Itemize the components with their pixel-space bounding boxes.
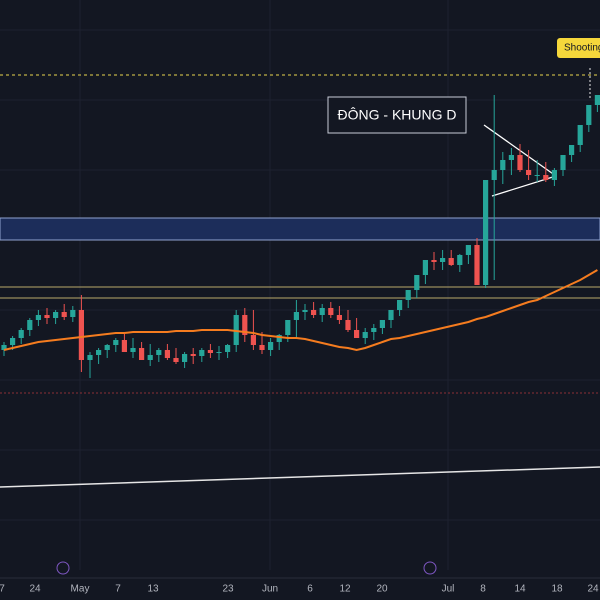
- candle-body: [517, 155, 523, 170]
- candle-body: [491, 170, 497, 180]
- candle-body: [577, 125, 583, 145]
- candle-body: [388, 310, 394, 320]
- moving-average: [3, 269, 598, 352]
- candle-body: [302, 310, 308, 312]
- candle-body: [311, 310, 317, 315]
- candle-body: [35, 315, 41, 320]
- x-tick-label: 6: [307, 584, 313, 595]
- candle-body: [259, 345, 265, 350]
- candle-body: [1, 345, 7, 350]
- x-tick-label: May: [71, 584, 90, 595]
- candle-body: [207, 350, 213, 353]
- candle-body: [10, 338, 16, 345]
- candle-body: [164, 350, 170, 358]
- candle-body: [147, 355, 153, 360]
- candle-body: [53, 312, 59, 318]
- candle-body: [457, 255, 463, 265]
- candle-body: [422, 260, 428, 275]
- box-label: ĐÔNG - KHUNG D: [338, 107, 457, 123]
- candle-body: [405, 290, 411, 300]
- x-tick-label: 18: [551, 584, 563, 595]
- candle-body: [500, 160, 506, 170]
- candle-body: [156, 350, 162, 355]
- candle-body: [594, 95, 600, 105]
- candle-body: [96, 350, 102, 355]
- candle-body: [293, 312, 299, 320]
- candle-body: [104, 345, 110, 350]
- annotation: Shooting: [564, 43, 600, 54]
- candle-body: [534, 175, 540, 176]
- replay-icons: [56, 561, 437, 575]
- candle-body: [130, 348, 136, 352]
- candle-body: [354, 330, 360, 338]
- candle-body: [268, 342, 274, 350]
- grid: [0, 0, 600, 570]
- x-tick-label: 23: [222, 584, 234, 595]
- candle-body: [551, 170, 557, 180]
- candle-body: [345, 320, 351, 330]
- candle-body: [414, 275, 420, 290]
- candle-body: [199, 350, 205, 356]
- x-tick-label: 7: [0, 584, 5, 595]
- candle-body: [483, 180, 489, 285]
- x-tick-label: 7: [115, 584, 121, 595]
- candle-body: [190, 354, 196, 356]
- candle-body: [336, 315, 342, 320]
- trend-line: [0, 466, 600, 488]
- candle-body: [121, 340, 127, 352]
- x-tick-label: Jun: [262, 584, 278, 595]
- candle-body: [569, 145, 575, 155]
- candle-body: [139, 348, 145, 360]
- candle-body: [113, 340, 119, 345]
- candle-body: [543, 175, 549, 180]
- candle-body: [87, 355, 93, 360]
- candle-body: [276, 335, 282, 342]
- candle-body: [285, 320, 291, 335]
- candle-body: [448, 258, 454, 265]
- x-tick-label: Jul: [442, 584, 455, 595]
- candle-body: [225, 345, 231, 352]
- candle-body: [70, 310, 76, 317]
- x-tick-label: 20: [376, 584, 388, 595]
- candle-body: [78, 310, 84, 360]
- x-tick-label: 24: [587, 584, 599, 595]
- candle-body: [18, 330, 24, 338]
- candle-body: [465, 245, 471, 255]
- candle-body: [319, 308, 325, 315]
- candle-body: [586, 105, 592, 125]
- x-tick-label: 12: [339, 584, 351, 595]
- candle-body: [440, 258, 446, 262]
- candle-body: [61, 312, 67, 317]
- x-tick-label: 14: [514, 584, 526, 595]
- x-tick-label: 8: [480, 584, 486, 595]
- candle-body: [362, 332, 368, 338]
- candle-body: [242, 315, 248, 335]
- candle-body: [371, 328, 377, 332]
- candle-body: [431, 260, 437, 262]
- candle-body: [474, 245, 480, 285]
- candle-body: [173, 358, 179, 362]
- candle-body: [379, 320, 385, 328]
- candle-body: [216, 352, 222, 353]
- candle-body: [250, 335, 256, 345]
- candle-body: [27, 320, 33, 330]
- zone-band: [0, 217, 600, 241]
- label-box: [327, 96, 467, 134]
- candle-body: [182, 354, 188, 362]
- candle-body: [508, 155, 514, 160]
- candle-body: [526, 170, 532, 175]
- candle-body: [560, 155, 566, 170]
- x-tick-label: 24: [29, 584, 41, 595]
- candle-body: [44, 315, 50, 318]
- x-tick-label: 13: [147, 584, 159, 595]
- candle-body: [328, 308, 334, 315]
- annotation-box: [557, 38, 600, 58]
- candle-body: [397, 300, 403, 310]
- marks: [1, 95, 600, 378]
